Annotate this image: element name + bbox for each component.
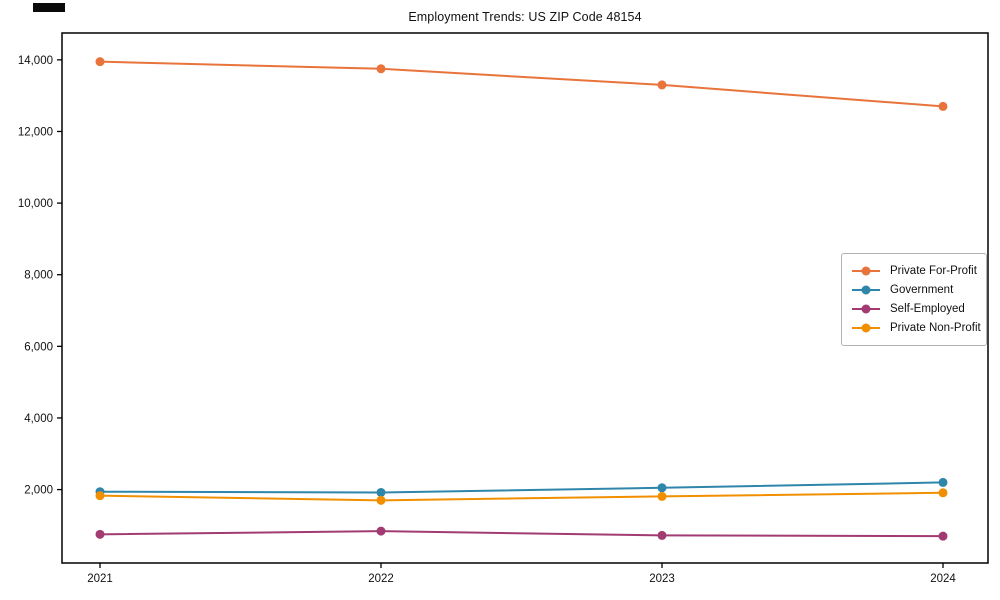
data-point <box>657 530 667 540</box>
data-point <box>657 491 667 501</box>
data-point <box>938 101 948 111</box>
axes-box <box>61 32 989 564</box>
screen-artifact-bar <box>33 3 65 12</box>
data-point <box>376 495 386 505</box>
legend-item-label: Private For-Profit <box>890 264 977 277</box>
legend-marker-icon <box>852 285 880 295</box>
data-point <box>95 529 105 539</box>
data-point <box>95 491 105 501</box>
legend-item-private-non-profit: Private Non-Profit <box>851 319 981 338</box>
series-line <box>99 60 944 108</box>
y-tick-label: 12,000 <box>18 126 53 138</box>
y-tick-label: 2,000 <box>24 485 53 497</box>
legend-item-label: Self-Employed <box>890 303 965 316</box>
legend-marker-icon <box>852 304 880 314</box>
legend-item-government: Government <box>851 280 978 299</box>
series-line <box>99 491 944 502</box>
data-point <box>938 477 948 487</box>
legend-item-private-for-profit: Private For-Profit <box>851 261 978 280</box>
data-point <box>938 488 948 498</box>
x-tick-label: 2024 <box>930 573 956 585</box>
data-point <box>657 483 667 493</box>
data-point <box>938 531 948 541</box>
y-tick-label: 6,000 <box>24 341 53 353</box>
legend: Private For-Profit Government Self-Emplo… <box>841 253 987 346</box>
x-tick-label: 2021 <box>87 573 113 585</box>
data-point <box>376 526 386 536</box>
y-tick-label: 10,000 <box>18 198 53 210</box>
data-point <box>95 57 105 67</box>
data-point <box>376 487 386 497</box>
data-point <box>376 64 386 74</box>
data-point <box>657 80 667 90</box>
y-tick-label: 4,000 <box>24 413 53 425</box>
x-tick-label: 2022 <box>368 573 394 585</box>
x-tick-label: 2023 <box>649 573 675 585</box>
y-tick-label: 14,000 <box>18 55 53 67</box>
legend-item-label: Government <box>890 283 954 296</box>
y-tick-label: 8,000 <box>24 270 53 282</box>
legend-marker-icon <box>852 323 880 333</box>
legend-item-self-employed: Self-Employed <box>851 300 978 319</box>
chart-title: Employment Trends: US ZIP Code 48154 <box>408 10 642 24</box>
series-line <box>99 530 944 538</box>
legend-item-label: Private Non-Profit <box>890 322 981 335</box>
series-line <box>99 481 944 494</box>
legend-marker-icon <box>852 266 880 276</box>
